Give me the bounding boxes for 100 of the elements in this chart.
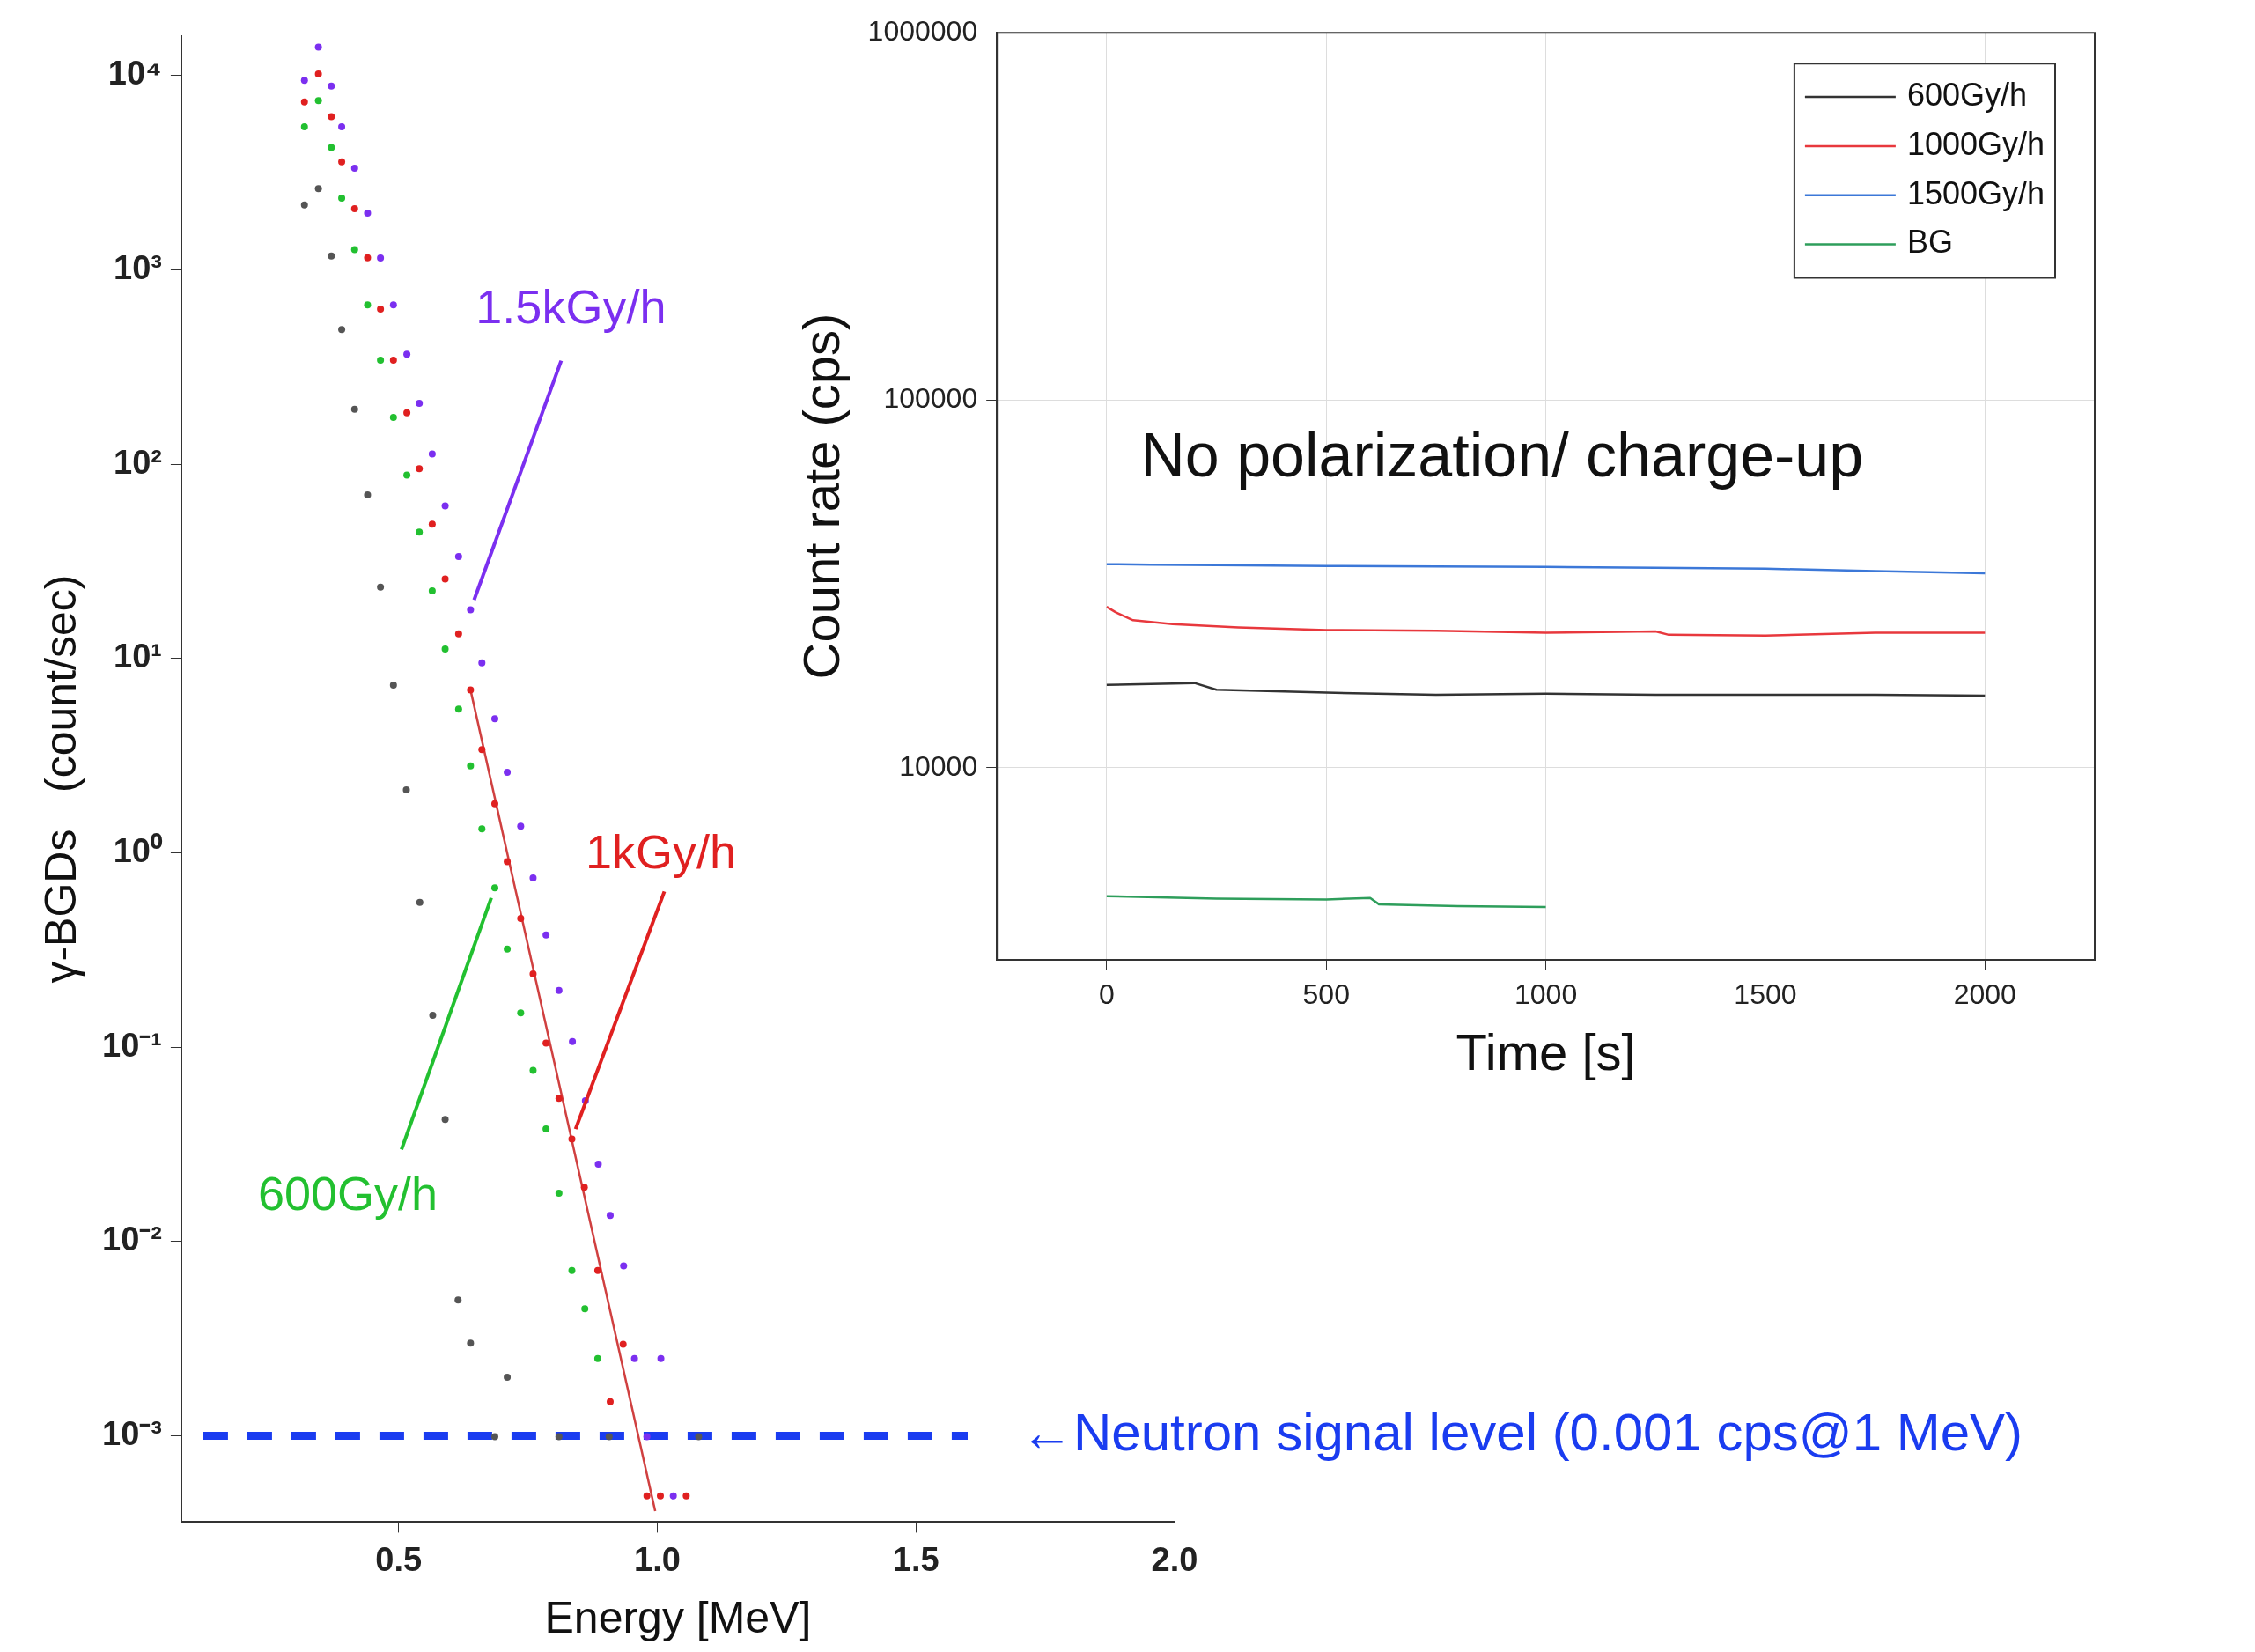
point (606, 1212, 614, 1220)
point (364, 301, 372, 309)
point (350, 405, 358, 413)
point (593, 1266, 601, 1274)
ref-line-label: ←Neutron signal level (0.001 cps@1 MeV) (1021, 1403, 2023, 1463)
legend-label: BG (1906, 224, 1953, 261)
x-tick-label: 1.0 (634, 1540, 681, 1578)
point (529, 874, 537, 881)
point (389, 357, 397, 365)
point (581, 1305, 589, 1313)
x-tick-label: 0 (1098, 978, 1115, 1011)
point (555, 986, 563, 994)
point (364, 210, 372, 218)
point (441, 502, 449, 510)
point (569, 1037, 577, 1045)
point (389, 414, 397, 422)
point (568, 1266, 576, 1274)
point (490, 884, 498, 892)
point (542, 931, 550, 939)
point (682, 1492, 690, 1500)
point (467, 762, 475, 770)
point (364, 254, 372, 262)
y-axis-title: γ-BGDs (count/sec) (35, 574, 85, 984)
legend-label: 1500Gy/h (1906, 174, 2045, 211)
point (377, 357, 385, 365)
point (403, 350, 411, 358)
point (593, 1354, 601, 1362)
point (314, 70, 322, 77)
point (314, 185, 322, 193)
x-tick-label: 1000 (1514, 978, 1578, 1011)
legend-label: 1000Gy/h (1906, 125, 2045, 162)
point (467, 606, 475, 614)
point (504, 858, 512, 866)
point (580, 1184, 588, 1191)
point (619, 1340, 627, 1348)
point (328, 113, 335, 121)
point (529, 970, 537, 978)
point (656, 1492, 664, 1500)
y-tick-label: 10000 (899, 749, 978, 782)
point (454, 630, 462, 638)
point (467, 1339, 475, 1347)
point (695, 1433, 703, 1441)
text: 600Gy/h (257, 1167, 438, 1221)
point (338, 195, 346, 203)
point (338, 123, 346, 131)
point (428, 586, 436, 594)
point (403, 471, 411, 479)
point (454, 1296, 462, 1304)
point (643, 1492, 651, 1500)
point (669, 1492, 677, 1500)
x-tick-label: 1.5 (892, 1540, 940, 1578)
x-tick-label: 500 (1302, 978, 1350, 1011)
y-tick-label: 10² (114, 443, 162, 481)
point (328, 252, 335, 260)
y-tick-label: 10¹ (114, 638, 162, 675)
point (314, 43, 322, 51)
point (504, 768, 512, 776)
y-tick-label: 10⁻² (102, 1221, 162, 1258)
point (402, 785, 410, 793)
point (454, 552, 462, 560)
point (416, 465, 424, 473)
point (594, 1161, 602, 1169)
point (620, 1262, 628, 1270)
point (542, 1039, 550, 1047)
point (429, 1011, 437, 1019)
point (504, 945, 512, 953)
y-axis-title: Count rate (cps) (792, 313, 850, 680)
point (428, 450, 436, 458)
point (657, 1354, 665, 1362)
point (517, 914, 525, 922)
point (338, 158, 346, 166)
x-tick-label: 2000 (1953, 978, 2016, 1011)
point (377, 583, 385, 591)
point (490, 715, 498, 723)
point (416, 898, 424, 906)
series-label: 1.5kGy/h (475, 280, 667, 334)
point (338, 326, 346, 334)
y-tick-label: 10⁻³ (102, 1414, 162, 1452)
y-tick-label: 10³ (114, 248, 162, 286)
point (605, 1433, 613, 1441)
y-tick-label: 1000000 (867, 15, 978, 48)
point (441, 575, 449, 583)
x-tick-label: 2.0 (1151, 1540, 1198, 1578)
x-tick-label: 1500 (1734, 978, 1797, 1011)
point (389, 682, 397, 689)
point (478, 659, 486, 667)
point (490, 1433, 498, 1441)
point (300, 123, 308, 131)
point (490, 800, 498, 808)
point (428, 520, 436, 528)
y-tick-label: 10⁻¹ (102, 1026, 162, 1064)
point (314, 97, 322, 105)
point (416, 528, 424, 536)
point (389, 301, 397, 309)
point (300, 77, 308, 85)
point (350, 205, 358, 213)
point (542, 1125, 550, 1132)
legend-label: 600Gy/h (1906, 77, 2027, 114)
point (555, 1095, 563, 1103)
point (630, 1354, 638, 1362)
